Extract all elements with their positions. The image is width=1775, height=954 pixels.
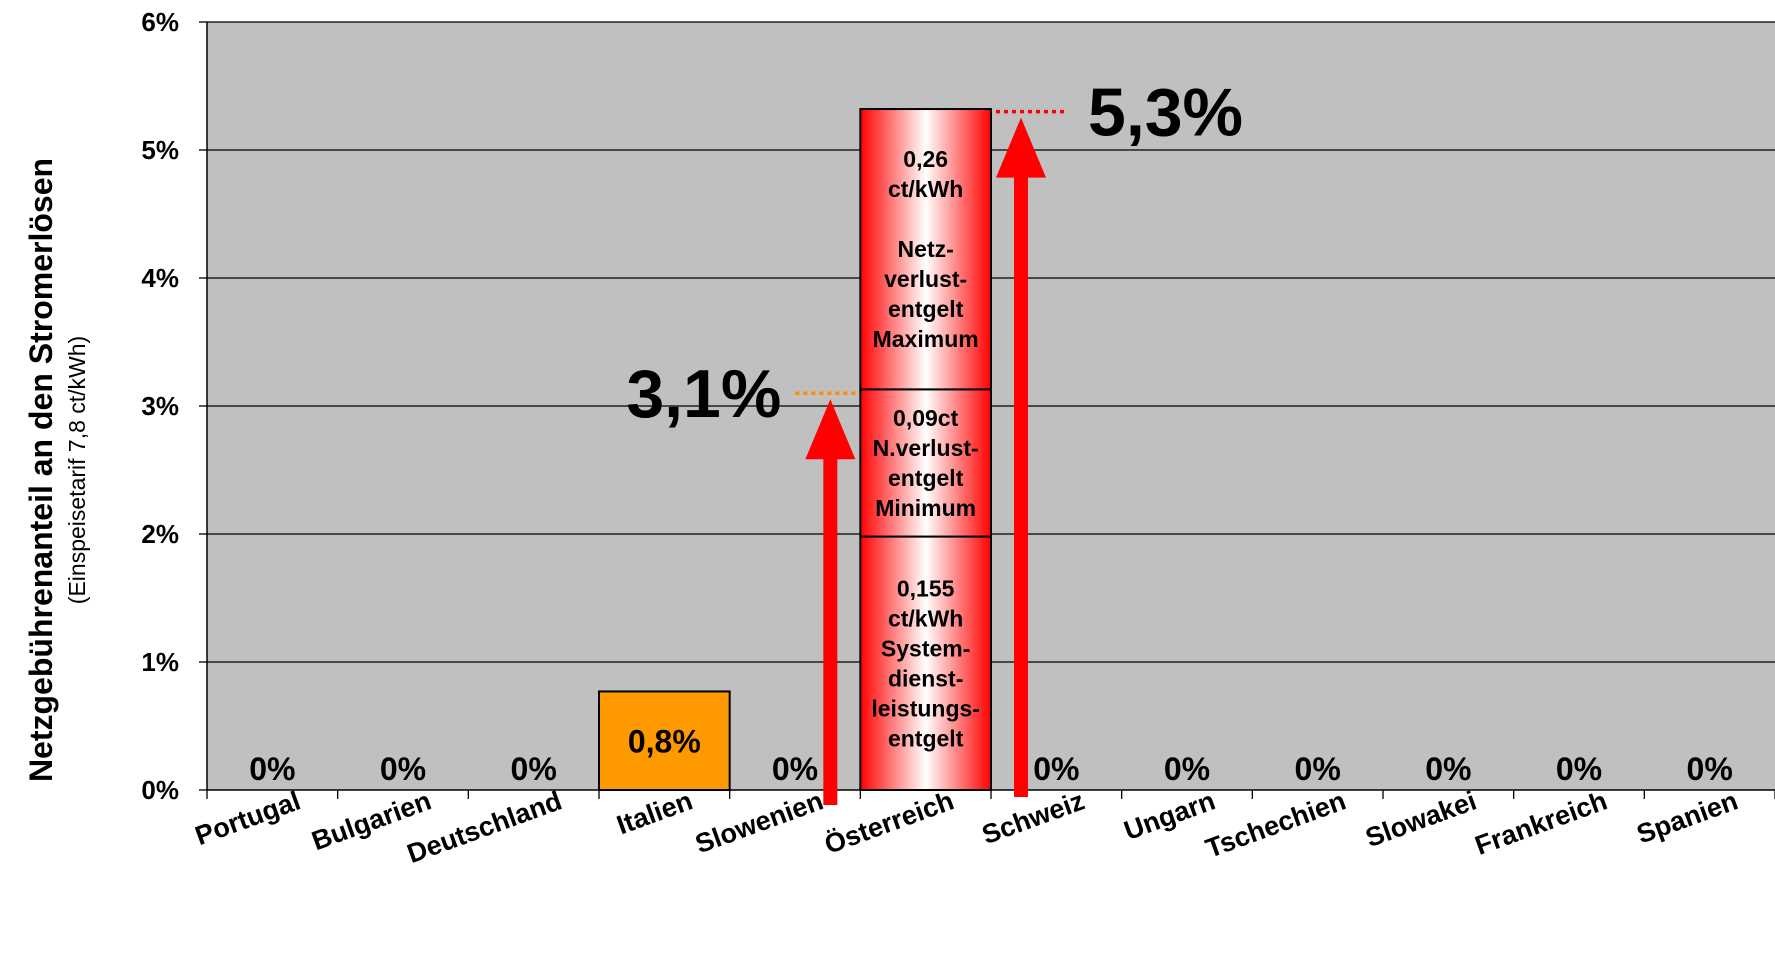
segment-label: N.verlust- (873, 435, 979, 461)
segment-label: 0,26 (903, 146, 948, 172)
segment-label: 0,155 (897, 575, 955, 601)
y-tick-label: 6% (141, 7, 179, 37)
segment-label: entgelt (888, 296, 964, 322)
arrow-head (805, 399, 856, 460)
segment-label: Maximum (873, 326, 979, 352)
x-tick-label: Frankreich (1471, 785, 1611, 860)
segment-label: Minimum (875, 495, 976, 521)
data-label: 0% (1033, 751, 1079, 787)
y-tick-label: 3% (141, 391, 179, 421)
y-axis-title: Netzgebührenanteil an den Stromerlösen (23, 158, 59, 782)
x-tick-label: Österreich (821, 785, 958, 859)
segment-label: ct/kWh (888, 605, 963, 631)
y-tick-label: 2% (141, 519, 179, 549)
x-tick-label: Portugal (191, 785, 304, 851)
bar-segment (859, 535, 992, 791)
segment-label: leistungs- (871, 695, 980, 721)
data-label: 0% (380, 751, 426, 787)
segment-label: Netz- (898, 236, 954, 262)
x-tick-label: Italien (613, 785, 697, 840)
x-tick-label: Slowenien (691, 785, 827, 859)
data-label: 0% (1295, 751, 1341, 787)
bar-segment (859, 388, 992, 538)
x-tick-label: Schweiz (978, 785, 1088, 850)
bar (598, 690, 731, 791)
data-label: 0,8% (628, 724, 701, 760)
y-tick-label: 5% (141, 135, 179, 165)
annotation-label: 5,3% (1088, 75, 1243, 151)
y-tick-label: 0% (141, 775, 179, 805)
segment-label: dienst- (888, 665, 963, 691)
segment-label: System- (881, 635, 970, 661)
arrow-head (996, 117, 1046, 178)
x-tick-label: Tschechien (1202, 785, 1350, 863)
x-tick-label: Slowakei (1362, 785, 1481, 853)
annotation-label: 3,1% (626, 356, 781, 432)
y-tick-label: 1% (141, 647, 179, 677)
y-tick-label: 4% (141, 263, 179, 293)
data-label: 0% (249, 751, 295, 787)
segment-label: entgelt (888, 465, 964, 491)
segment-label: ct/kWh (888, 176, 963, 202)
segment-label: verlust- (884, 266, 967, 292)
data-label: 0% (772, 751, 818, 787)
segment-label: entgelt (888, 725, 964, 751)
segment-label: 0,09ct (893, 405, 959, 431)
data-label: 0% (511, 751, 557, 787)
data-label: 0% (1556, 751, 1602, 787)
bar-segment (859, 108, 992, 391)
data-label: 0% (1687, 751, 1733, 787)
y-axis-subtitle: (Einspeisetarif 7,8 ct/kWh) (64, 336, 90, 604)
data-label: 0% (1164, 751, 1210, 787)
data-label: 0% (1425, 751, 1471, 787)
x-tick-label: Spanien (1633, 785, 1742, 849)
